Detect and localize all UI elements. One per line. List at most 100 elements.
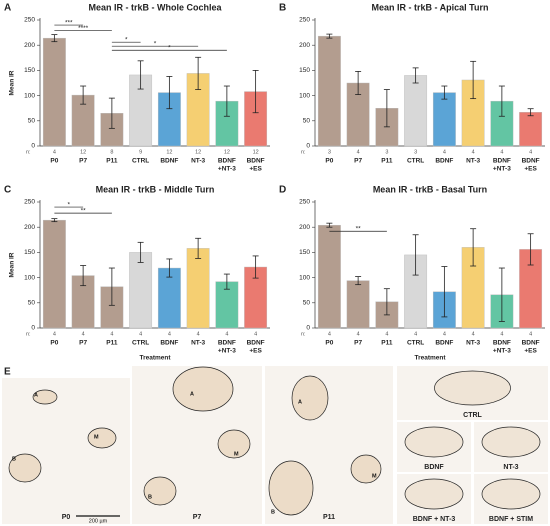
region-label: M [94, 434, 99, 440]
y-tick-label: 150 [299, 249, 310, 256]
n-count: 9 [139, 149, 142, 155]
tissue-region [434, 370, 511, 406]
x-tick-label: BDNF [522, 340, 540, 347]
image-label: P7 [193, 514, 202, 521]
error-bar [166, 76, 173, 110]
x-tick-label: P7 [79, 340, 87, 347]
x-tick-label: CTRL [407, 158, 424, 165]
region-label: A [34, 392, 38, 398]
n-count: 3 [414, 149, 417, 155]
error-bar [470, 228, 477, 267]
x-tick-label: BDNF [160, 340, 178, 347]
error-bar [355, 71, 362, 95]
y-tick-label: 200 [24, 224, 35, 231]
x-tick-label: CTRL [132, 340, 149, 347]
y-tick-label: 150 [24, 67, 35, 74]
tissue-region [32, 389, 58, 405]
bar [42, 219, 66, 329]
panel-letter: D [279, 185, 286, 196]
x-tick-label: +NT-3 [218, 166, 236, 173]
x-tick-label: BDNF [435, 340, 453, 347]
n-count: 4 [385, 331, 388, 337]
n-count: 4 [500, 331, 503, 337]
x-tick-label: +ES [524, 166, 537, 173]
x-tick-label: NT-3 [191, 340, 205, 347]
panel-letter: E [4, 367, 11, 378]
x-axis-label: Treatment [139, 355, 171, 362]
x-tick-label: BDNF [247, 340, 265, 347]
y-tick-label: 250 [24, 199, 35, 206]
error-bar [326, 33, 333, 39]
n-count: 4 [472, 149, 475, 155]
image-label: NT-3 [503, 464, 518, 471]
chart-title: Mean IR - trkB - Basal Turn [373, 184, 487, 194]
error-bar [527, 233, 534, 266]
x-tick-label: +ES [249, 166, 262, 173]
bar [129, 252, 153, 329]
n-count: 4 [443, 331, 446, 337]
n-count: 4 [53, 331, 56, 337]
y-tick-label: 250 [24, 17, 35, 24]
tissue-region [404, 478, 464, 510]
error-bar [441, 85, 448, 100]
tissue-region [404, 426, 464, 458]
x-tick-label: P0 [50, 158, 58, 165]
y-axis-label: Mean IR [9, 252, 16, 277]
error-bar [108, 267, 115, 306]
n-count: 4 [414, 331, 417, 337]
tissue-region [350, 454, 382, 484]
n-count: 4 [53, 149, 56, 155]
error-bar [441, 266, 448, 318]
image-label: BDNF [424, 464, 444, 471]
n-count: 12 [195, 149, 201, 155]
y-tick-label: 200 [299, 42, 310, 49]
bar [432, 92, 456, 147]
n-count: 4 [529, 331, 532, 337]
bar [519, 112, 543, 147]
region-label: B [148, 494, 152, 500]
x-tick-label: P7 [354, 158, 362, 165]
error-bar [195, 56, 202, 90]
y-tick-label: 150 [24, 249, 35, 256]
error-bar [252, 255, 259, 279]
image-label: CTRL [463, 412, 482, 419]
error-bar [326, 222, 333, 228]
y-tick-label: 100 [299, 274, 310, 281]
n-label: n: [26, 149, 31, 155]
y-tick-label: 250 [299, 199, 310, 206]
significance-label: **** [78, 25, 89, 32]
x-tick-label: P11 [106, 158, 118, 165]
y-axis-label: Mean IR [9, 70, 16, 95]
n-count: 4 [357, 331, 360, 337]
n-count: 4 [225, 331, 228, 337]
region-label: A [298, 399, 302, 405]
error-bar [412, 234, 419, 276]
significance-label: ** [356, 225, 362, 232]
y-tick-label: 0 [31, 325, 35, 332]
x-tick-label: P11 [381, 158, 393, 165]
y-tick-label: 50 [28, 118, 36, 125]
x-tick-label: P0 [50, 340, 58, 347]
n-label: n: [26, 331, 31, 337]
tissue-region [291, 375, 329, 421]
x-tick-label: P0 [325, 158, 333, 165]
error-bar [195, 237, 202, 259]
error-bar [223, 85, 230, 117]
n-count: 4 [110, 331, 113, 337]
error-bar [80, 85, 87, 105]
significance-label: ** [81, 207, 87, 214]
x-tick-label: +ES [249, 348, 262, 355]
tissue-region [172, 366, 234, 412]
x-tick-label: BDNF [493, 158, 511, 165]
region-label: B [271, 509, 275, 515]
error-bar [527, 108, 534, 117]
x-tick-label: P0 [325, 340, 333, 347]
error-bar [137, 241, 144, 263]
bar [317, 224, 341, 329]
error-bar [412, 67, 419, 84]
error-bar [166, 258, 173, 278]
y-tick-label: 0 [31, 143, 35, 150]
significance-label: * [67, 201, 70, 208]
n-count: 12 [224, 149, 230, 155]
n-count: 4 [357, 149, 360, 155]
